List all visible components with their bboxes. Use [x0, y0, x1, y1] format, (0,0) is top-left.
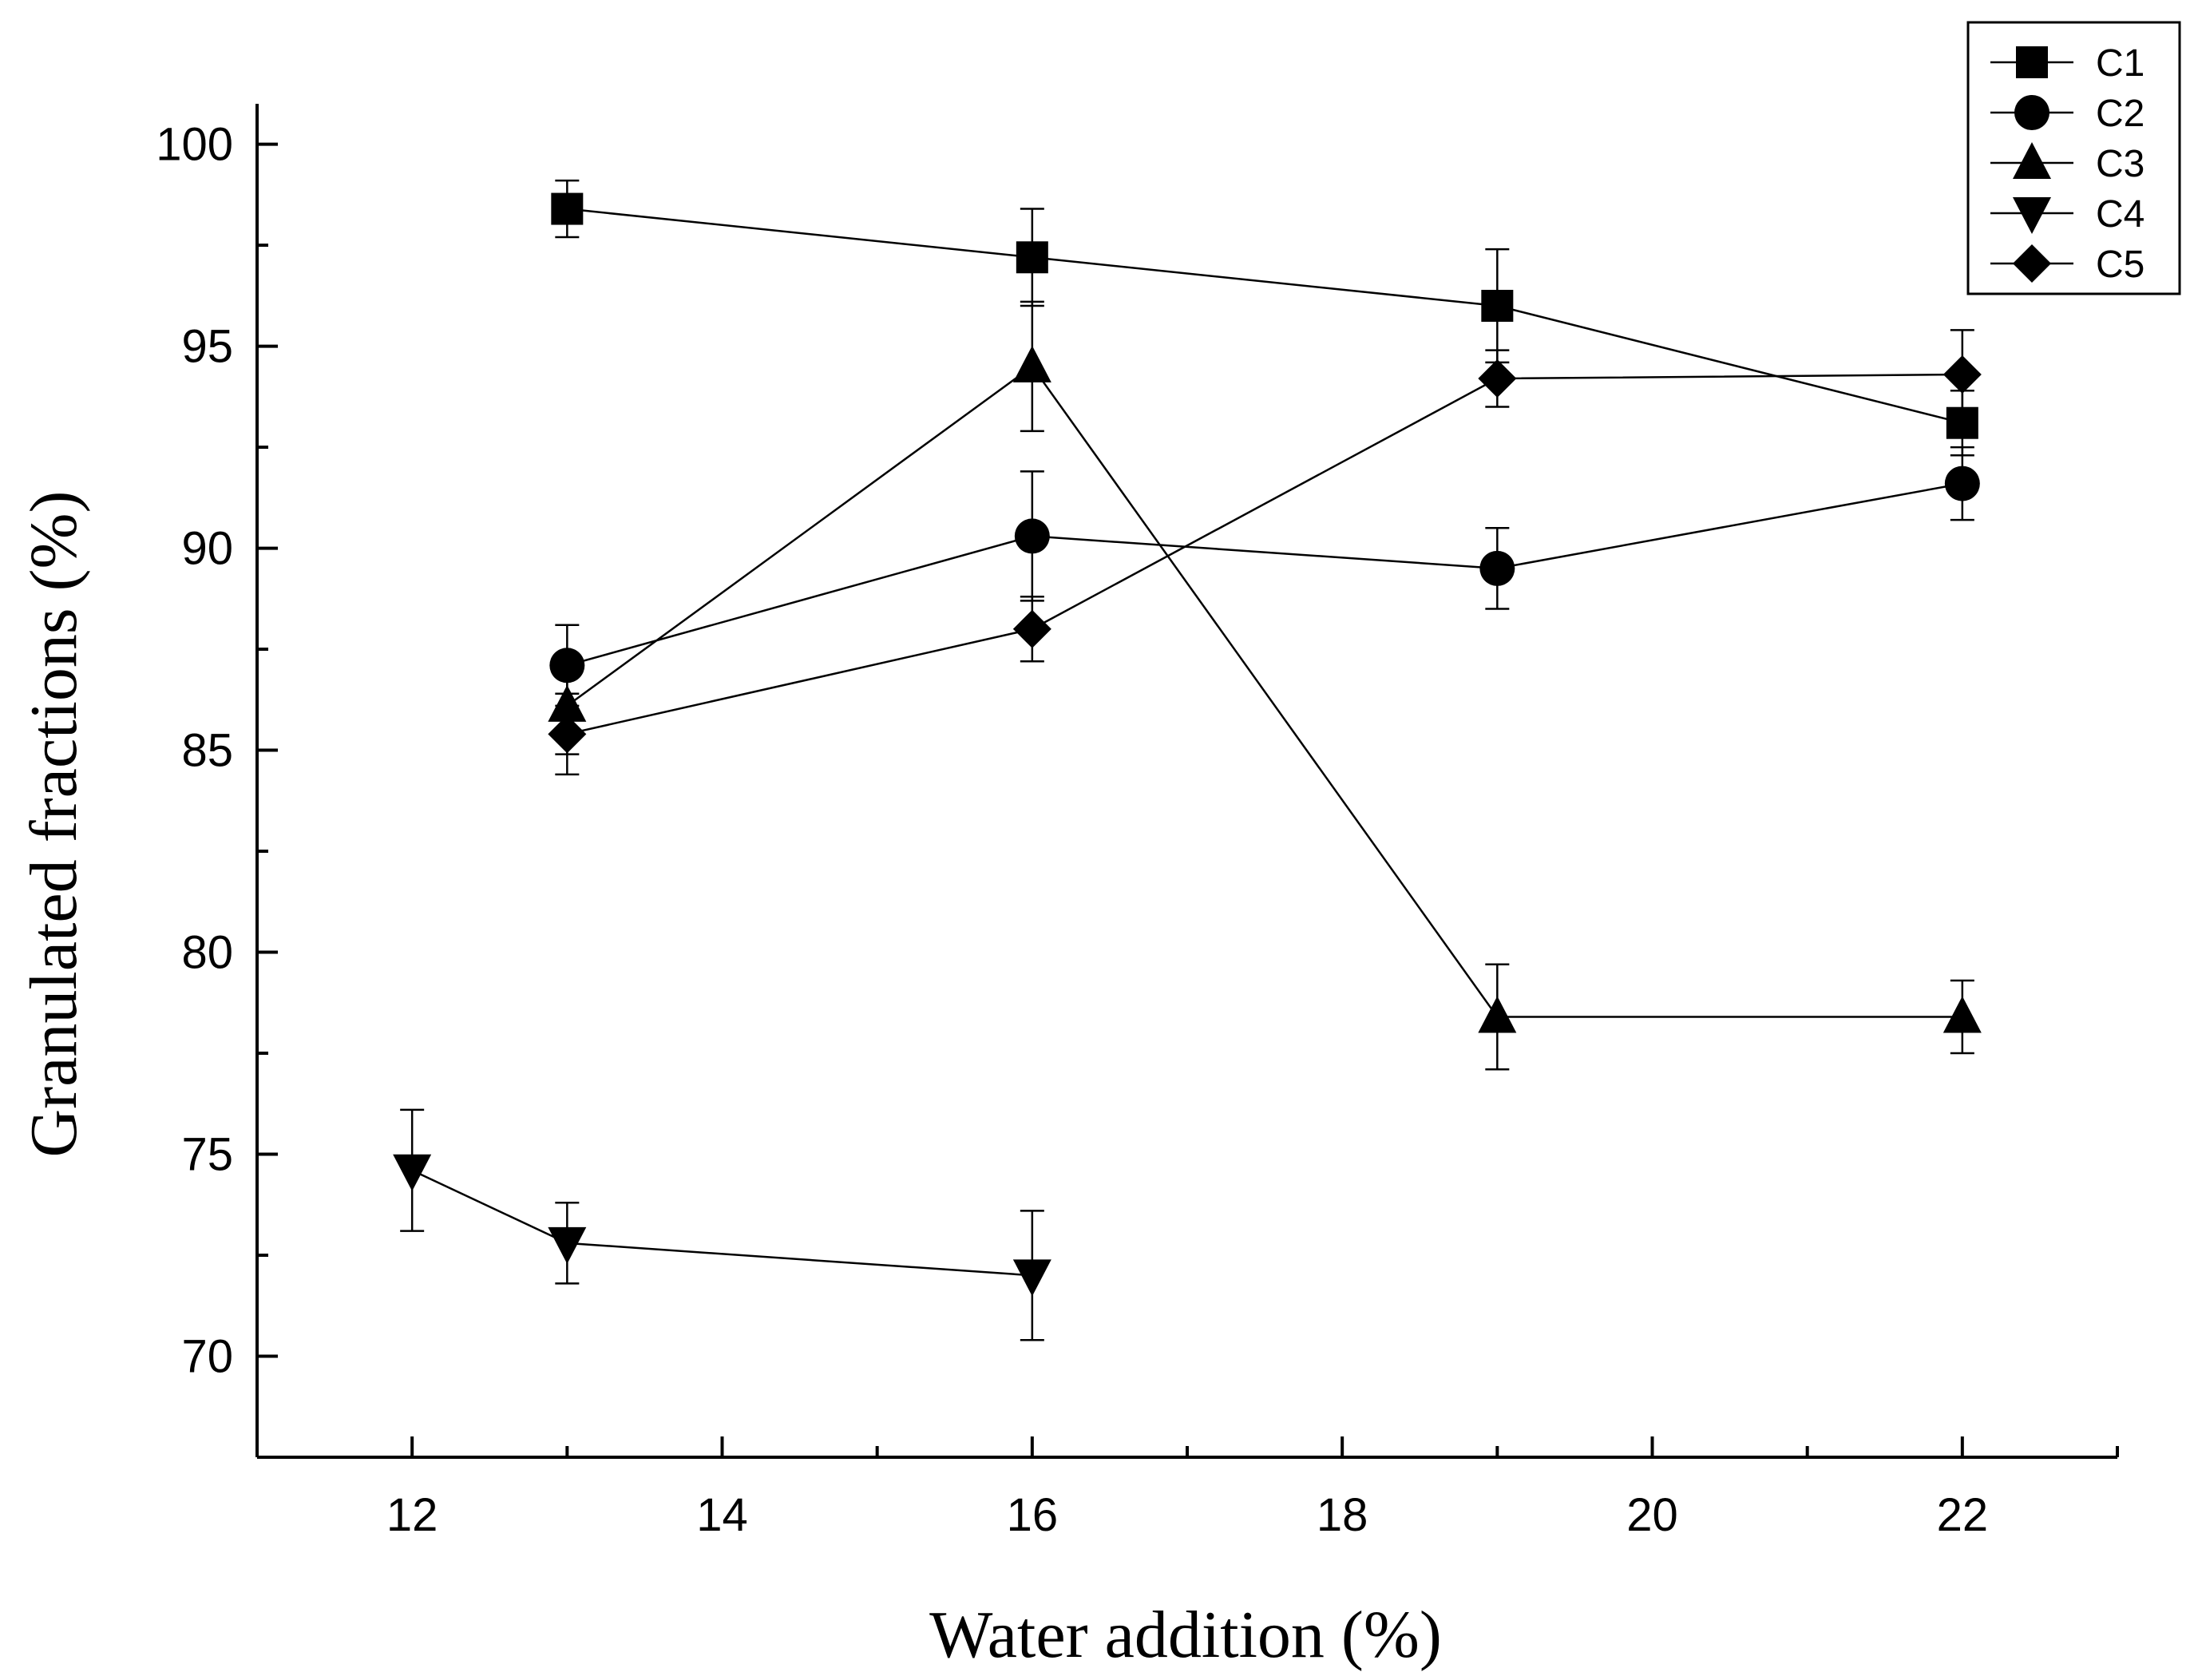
legend-entry-C2: C2	[1990, 93, 2144, 135]
legend-marker-C4	[2013, 197, 2051, 234]
data-point-C1-2	[1481, 289, 1514, 322]
y-tick-label-85: 85	[181, 725, 233, 777]
legend-label-C4: C4	[2096, 193, 2144, 236]
legend-label-C3: C3	[2096, 143, 2144, 185]
data-point-C1-1	[1016, 241, 1048, 274]
data-point-C5-3	[1942, 355, 1982, 394]
legend-entry-C1: C1	[1990, 42, 2144, 85]
legend-marker-C3	[2013, 142, 2051, 179]
x-tick-label-16: 16	[1007, 1489, 1059, 1541]
legend-marker-C5	[2013, 244, 2051, 283]
data-point-C5-0	[548, 715, 587, 754]
series-C5	[548, 329, 1982, 776]
y-axis-title: Granulated fractions (%)	[17, 491, 91, 1158]
legend: C1 C2 C3 C4 C5	[1966, 21, 2181, 295]
legend-marker-C1	[2016, 46, 2048, 78]
data-point-C3-1	[1012, 345, 1051, 382]
legend-label-C1: C1	[2096, 42, 2144, 85]
plot-area: 12 14 16 18 20 22 70 75 80 85 90 95 100	[156, 104, 2119, 1541]
data-point-C3-2	[1478, 996, 1517, 1033]
y-tick-label-90: 90	[181, 523, 233, 575]
data-point-C5-1	[1012, 609, 1051, 648]
legend-box	[1966, 21, 2181, 295]
legend-entry-C3: C3	[1990, 142, 2144, 185]
y-tick-label-100: 100	[156, 119, 233, 171]
data-point-C1-0	[551, 192, 584, 225]
legend-entry-C4: C4	[1990, 193, 2144, 236]
x-tick-label-14: 14	[696, 1489, 748, 1541]
legend-label-C5: C5	[2096, 244, 2144, 286]
y-tick-label-75: 75	[181, 1129, 233, 1181]
legend-marker-C2	[2014, 95, 2049, 130]
y-tick-label-70: 70	[181, 1331, 233, 1383]
x-tick-label-22: 22	[1937, 1489, 1989, 1541]
x-tick-label-18: 18	[1317, 1489, 1368, 1541]
legend-label-C2: C2	[2096, 93, 2144, 135]
series-C4	[393, 1108, 1051, 1341]
data-point-C2-2	[1479, 550, 1515, 586]
data-point-C4-1	[548, 1226, 587, 1264]
series-line-C3	[566, 365, 1962, 1018]
series-line-C5	[567, 373, 1962, 735]
series-C3	[548, 300, 1982, 1071]
data-point-C4-2	[1012, 1259, 1051, 1297]
x-axis-title: Water addition (%)	[929, 1598, 1442, 1672]
data-point-C2-1	[1014, 518, 1050, 554]
y-tick-label-80: 80	[181, 927, 233, 979]
x-tick-label-12: 12	[386, 1489, 438, 1541]
series-line-C2	[566, 482, 1963, 667]
y-tick-label-95: 95	[181, 321, 233, 373]
legend-entry-C5: C5	[1990, 244, 2144, 286]
x-tick-label-20: 20	[1626, 1489, 1678, 1541]
data-point-C3-3	[1942, 996, 1982, 1033]
data-point-C4-0	[393, 1154, 432, 1191]
series-line-C1	[567, 208, 1963, 424]
data-point-C5-2	[1478, 359, 1517, 398]
data-point-C2-3	[1944, 466, 1980, 501]
